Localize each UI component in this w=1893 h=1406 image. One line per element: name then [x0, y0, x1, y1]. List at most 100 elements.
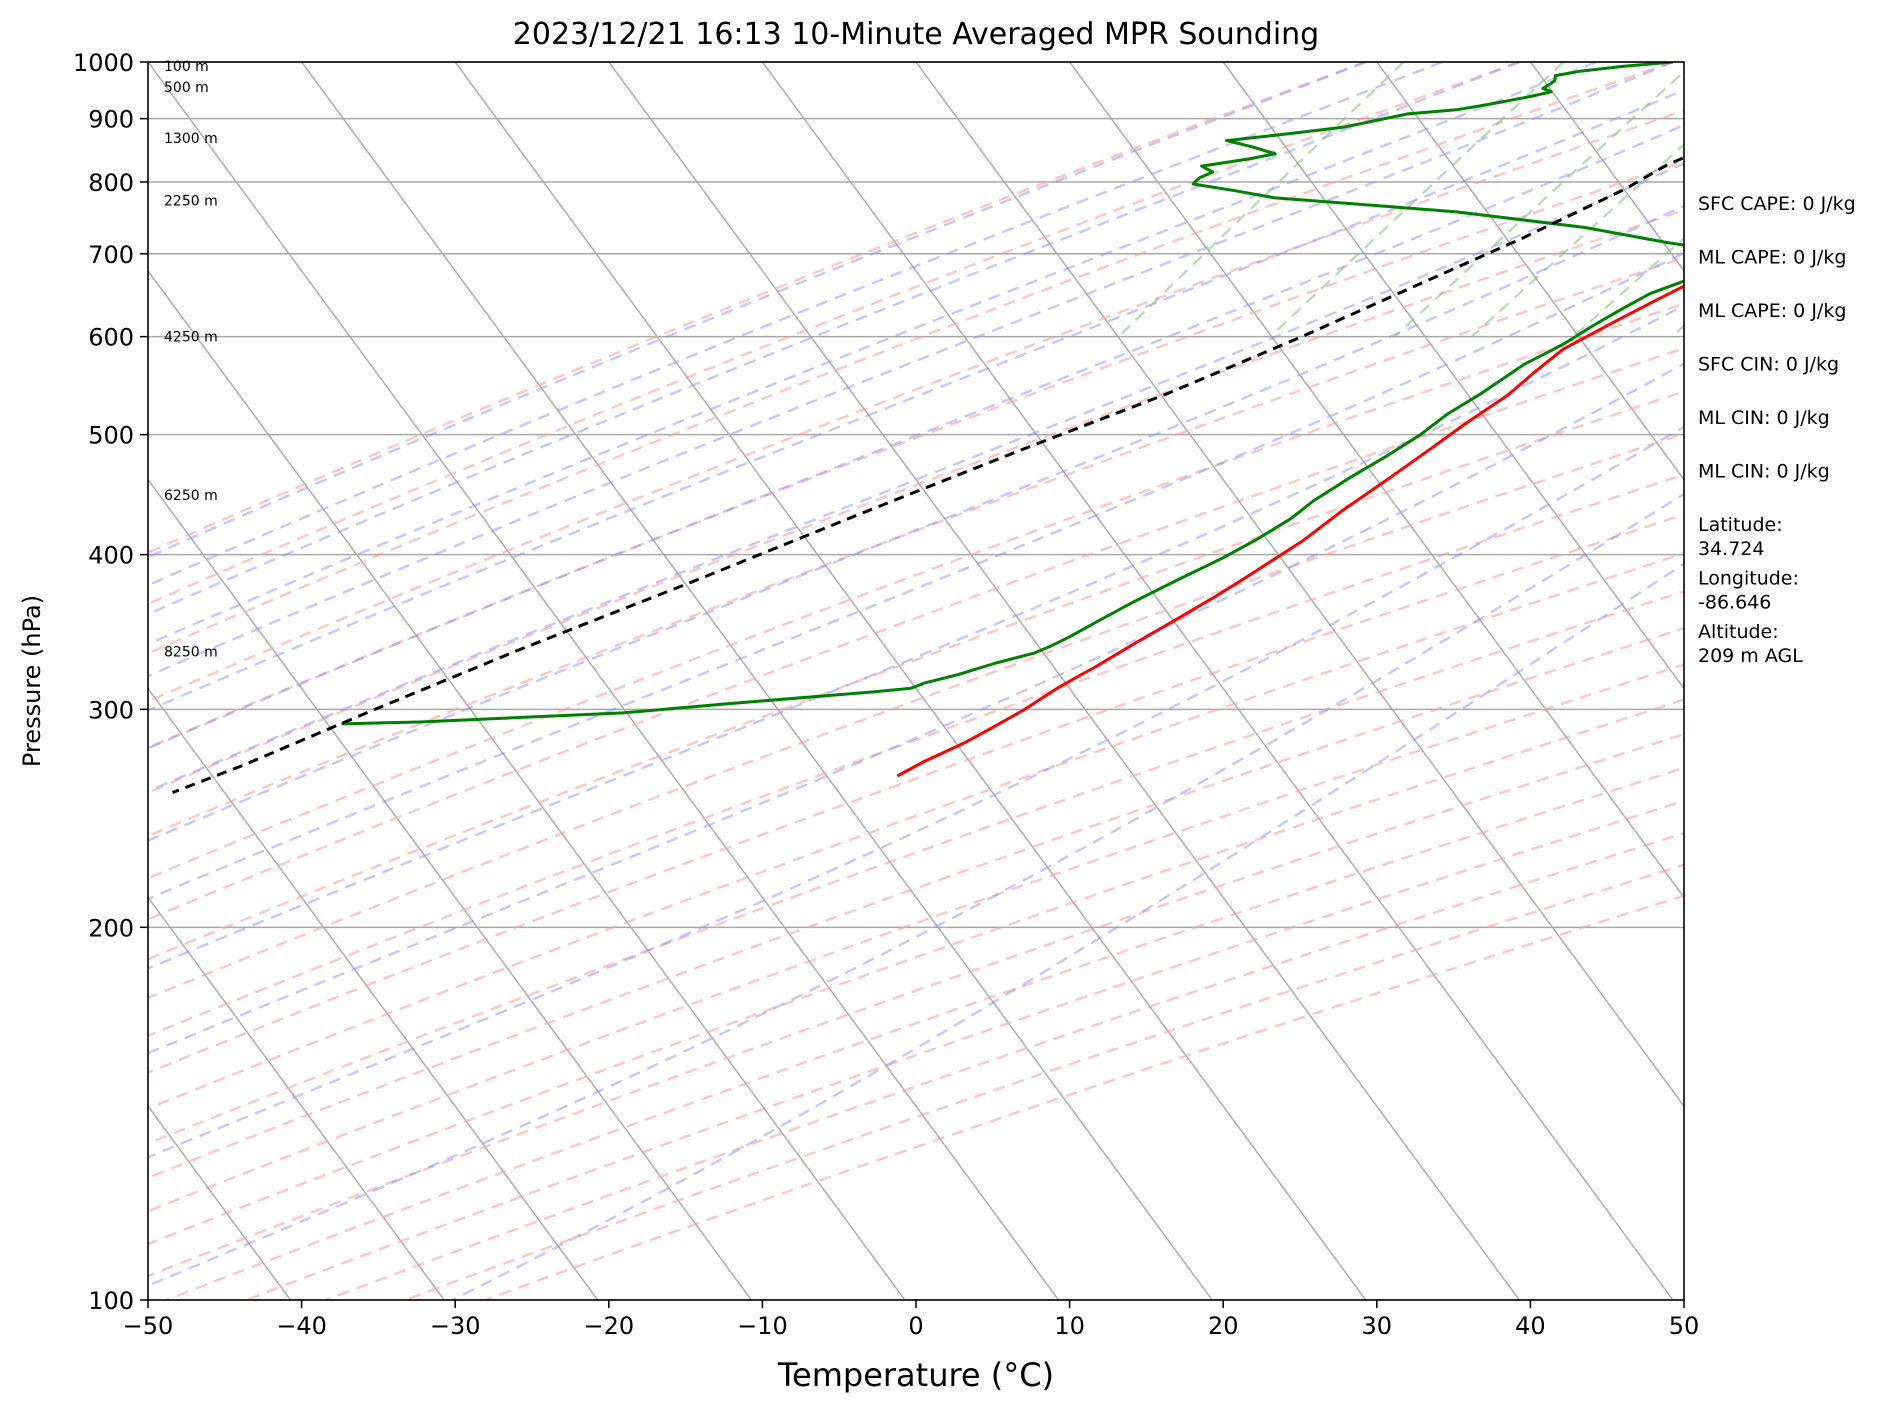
mixing-ratio-line: [1572, 236, 1684, 338]
height-label: 1300 m: [164, 131, 218, 147]
info-text: ML CAPE: 0 J/kg: [1698, 247, 1846, 269]
info-text: Longitude: -86.646: [1698, 568, 1799, 614]
isotherm-line: [148, 62, 1060, 1300]
dry-adiabat: [148, 663, 1684, 1213]
isotherm-line: [148, 896, 445, 1300]
x-tick-label: 50: [1669, 1312, 1700, 1340]
info-text: ML CIN: 0 J/kg: [1698, 407, 1830, 429]
temperature-profile: [896, 284, 1684, 778]
info-panel: SFC CAPE: 0 J/kg ML CAPE: 0 J/kg ML CAPE: …: [1698, 193, 1856, 667]
x-axis: −50 −40 −30 −20 −10 0 10 20 30 40 50: [123, 1300, 1700, 1340]
x-tick-label: −20: [583, 1312, 634, 1340]
height-label: 100 m: [164, 59, 209, 75]
moist-adiabat: [451, 562, 1684, 1300]
dry-adiabat: [484, 894, 1684, 1300]
dry-adiabat: [148, 62, 1674, 655]
dry-adiabats: [148, 62, 1684, 1300]
mixing-ratio-line: [1269, 62, 1565, 338]
y-tick-label: 100: [88, 1287, 134, 1315]
x-tick-label: 0: [908, 1312, 923, 1340]
dry-adiabat: [148, 390, 1684, 961]
dry-adiabat: [148, 432, 1684, 1000]
isotherm-line: [148, 478, 752, 1300]
x-tick-label: −40: [276, 1312, 327, 1340]
moist-adiabats: [148, 62, 1684, 1300]
height-label: 4250 m: [164, 330, 218, 346]
plot-area: 100 m 500 m 1300 m 2250 m 4250 m 6250 m 8250 m: [147, 59, 1685, 1301]
dry-adiabat: [148, 302, 1684, 880]
y-tick-label: 600: [88, 324, 134, 352]
isotherm-line: [1069, 62, 1684, 899]
moist-adiabat: [148, 123, 1684, 750]
mixing-ratio-line: [1117, 62, 1405, 338]
height-label: 500 m: [164, 80, 209, 96]
dry-adiabat: [148, 346, 1684, 921]
parcel-profile: [172, 155, 1684, 794]
moist-adiabat: [148, 62, 1443, 587]
moist-adiabat: [148, 425, 1684, 1159]
moist-adiabat: [148, 62, 1367, 559]
y-tick-label: 200: [88, 914, 134, 942]
info-text: SFC CIN: 0 J/kg: [1698, 354, 1839, 376]
dewpoint-profile: [341, 62, 1684, 726]
moist-adiabat: [148, 62, 1597, 646]
moist-adiabat: [148, 204, 1684, 843]
info-text: Altitude: 209 m AGL: [1698, 621, 1803, 667]
y-axis: 100 200 300 400 500 600 700 800 900 1000: [73, 49, 148, 1315]
height-labels: 100 m 500 m 1300 m 2250 m 4250 m 6250 m 8250 m: [164, 59, 218, 661]
dry-adiabat: [148, 256, 1684, 838]
dry-adiabat: [148, 698, 1684, 1246]
isotherm-line: [1222, 62, 1684, 690]
y-tick-label: 900: [88, 106, 134, 134]
dry-adiabat: [404, 863, 1684, 1300]
moist-adiabat: [148, 88, 1684, 712]
x-tick-label: −50: [123, 1312, 174, 1340]
y-tick-label: 400: [88, 542, 134, 570]
moist-adiabat: [148, 162, 1684, 793]
mixing-ratio-lines: [1117, 62, 1684, 338]
dry-adiabat: [148, 552, 1684, 1110]
moist-adiabat: [148, 492, 1684, 1287]
y-tick-label: 500: [88, 422, 134, 450]
info-text: Latitude: 34.724: [1698, 514, 1783, 560]
height-label: 8250 m: [164, 645, 218, 661]
height-label: 2250 m: [164, 193, 218, 209]
isotherm-line: [608, 62, 1520, 1300]
y-tick-label: 300: [88, 696, 134, 724]
height-label: 6250 m: [164, 488, 218, 504]
dry-adiabat: [148, 627, 1684, 1180]
isotherm-line: [1529, 62, 1684, 273]
y-tick-label: 1000: [73, 49, 134, 77]
x-tick-label: 30: [1362, 1312, 1393, 1340]
isotherm-line: [148, 687, 599, 1300]
y-tick-label: 700: [88, 241, 134, 269]
info-text: ML CIN: 0 J/kg: [1698, 461, 1830, 483]
skewed-isotherms: [148, 62, 1684, 1300]
y-axis-label: Pressure (hPa): [18, 595, 46, 767]
moist-adiabat: [148, 251, 1684, 901]
isotherm-line: [148, 269, 906, 1300]
isobar-gridlines: [148, 62, 1684, 1300]
dry-adiabat: [148, 473, 1684, 1038]
dry-adiabat: [148, 208, 1684, 794]
isotherm-line: [454, 62, 1367, 1300]
x-tick-label: −30: [430, 1312, 481, 1340]
dry-adiabat: [148, 513, 1684, 1074]
moist-adiabat: [148, 62, 1520, 616]
mixing-ratio-line: [1393, 70, 1684, 338]
isotherm-line: [761, 62, 1674, 1300]
dry-adiabat: [148, 590, 1684, 1145]
info-text: ML CAPE: 0 J/kg: [1698, 300, 1846, 322]
y-tick-label: 800: [88, 169, 134, 197]
isotherm-line: [301, 62, 1213, 1300]
x-tick-label: 20: [1208, 1312, 1239, 1340]
dry-adiabat: [148, 109, 1684, 703]
x-tick-label: 10: [1054, 1312, 1085, 1340]
sounding-profiles: [172, 62, 1684, 794]
x-tick-label: 40: [1515, 1312, 1546, 1340]
x-tick-label: −10: [737, 1312, 788, 1340]
info-text: SFC CAPE: 0 J/kg: [1698, 193, 1856, 215]
chart-title: 2023/12/21 16:13 10-Minute Averaged MPR …: [513, 17, 1319, 52]
